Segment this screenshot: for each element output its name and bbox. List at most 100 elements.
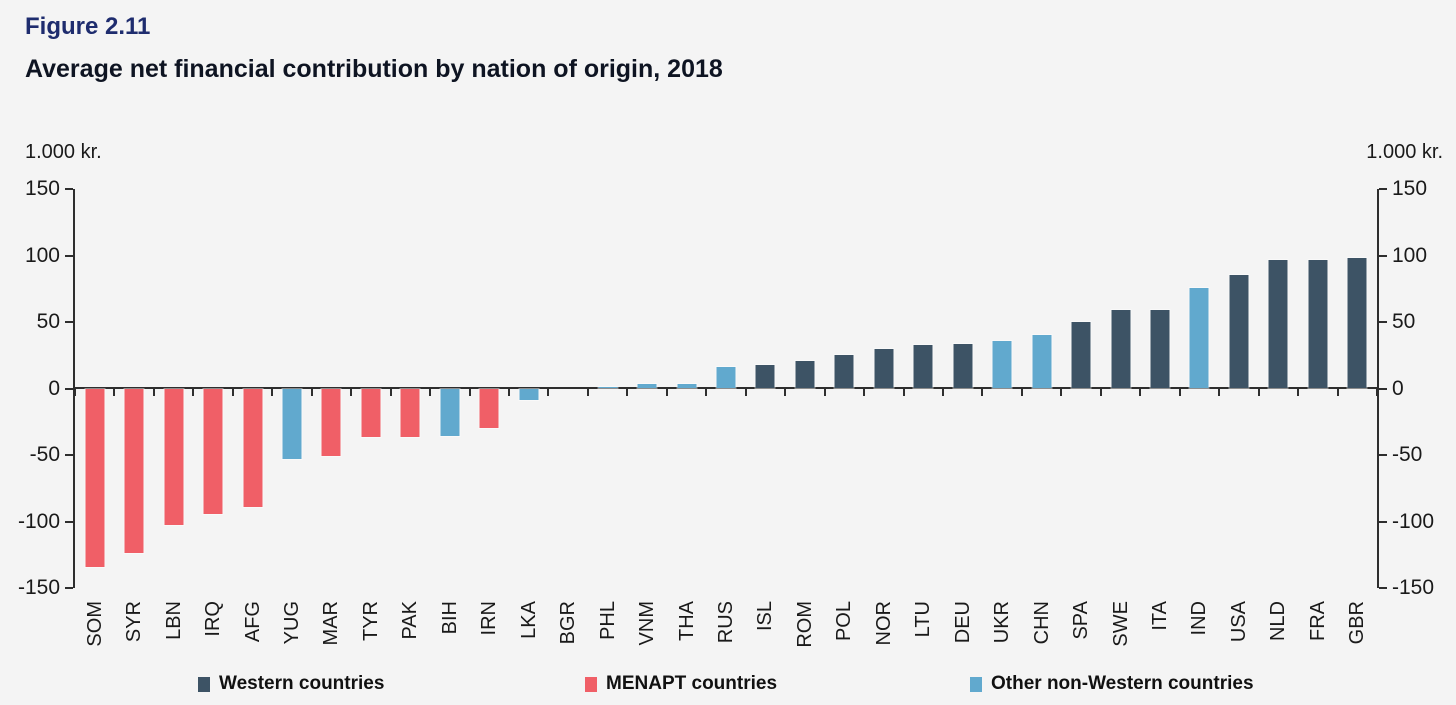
x-axis-tick — [981, 389, 984, 396]
y-axis-tick-left — [65, 454, 73, 456]
category-slot-PHL: PHL — [588, 189, 627, 640]
bar-chart-plot-area: SOM SYR LBN IRQ AFG YUG MAR TYR PAK BIH IRN LKA BGR P… — [18, 177, 1434, 648]
x-axis-tick — [1376, 389, 1378, 396]
category-slot-CHN: CHN — [1022, 189, 1061, 644]
category-slot-POL: POL — [825, 189, 864, 641]
x-axis-tick — [863, 389, 866, 396]
x-axis-tick — [744, 389, 747, 396]
y-axis-label-right-100: 100 — [1392, 243, 1428, 267]
y-axis-label-left--150: -150 — [17, 576, 60, 599]
x-axis-tick — [902, 389, 905, 396]
category-slot-YUG: YUG — [272, 189, 311, 644]
x-axis-label-ISL: ISL — [754, 601, 777, 632]
bar-IND — [1189, 288, 1209, 388]
bar-ISL — [755, 365, 775, 388]
x-axis-label-LBN: LBN — [162, 601, 185, 640]
y-axis-tick-left — [65, 387, 73, 390]
x-axis-tick — [271, 389, 274, 396]
x-axis-label-SYR: SYR — [123, 601, 146, 643]
x-axis-tick — [1336, 389, 1339, 396]
y-axis-tick-right — [1379, 254, 1387, 257]
y-axis-tick-left — [65, 321, 73, 323]
bar-PHL — [598, 386, 618, 388]
y-axis-tick-left — [65, 520, 73, 523]
bar-LTU — [913, 345, 933, 388]
y-axis-label-right--50: -50 — [1392, 443, 1423, 466]
bar-YUG — [282, 389, 302, 460]
y-axis-label-right-150: 150 — [1392, 177, 1428, 200]
y-axis-tick-left — [65, 188, 73, 190]
x-axis-tick — [1020, 389, 1023, 396]
x-axis-tick — [823, 389, 826, 396]
category-slot-FRA: FRA — [1298, 189, 1337, 641]
x-axis-label-RUS: RUS — [714, 601, 737, 644]
x-axis-tick — [429, 389, 432, 396]
x-axis-label-MAR: MAR — [320, 601, 343, 646]
legend-item-menapt: MENAPT countries — [585, 673, 777, 695]
x-axis-tick — [507, 389, 510, 396]
category-slot-USA: USA — [1219, 189, 1258, 642]
category-slot-IRQ: IRQ — [193, 189, 232, 637]
legend-label-other: Other non-Western countries — [991, 673, 1254, 694]
x-axis-tick — [192, 389, 195, 396]
x-axis-tick — [74, 389, 76, 396]
y-axis-label-left-0: 0 — [48, 376, 60, 400]
x-axis-label-IRN: IRN — [478, 601, 501, 636]
bar-SOM — [85, 389, 105, 568]
y-axis-label-right--100: -100 — [1392, 509, 1435, 533]
figure-number: Figure 2.11 — [25, 13, 151, 40]
category-slot-VNM: VNM — [627, 189, 666, 645]
category-slot-LTU: LTU — [904, 189, 943, 637]
bar-UKR — [992, 341, 1012, 388]
bar-IRN — [479, 389, 499, 428]
bar-AFG — [243, 389, 263, 508]
y-axis-tick-right — [1379, 587, 1387, 589]
category-slot-IRN: IRN — [470, 189, 509, 635]
x-axis-label-IND: IND — [1188, 601, 1211, 636]
y-axis-tick-right — [1379, 454, 1387, 456]
x-axis-label-AFG: AFG — [241, 601, 264, 643]
y-axis-tick-right — [1379, 387, 1387, 390]
bar-SPA — [1071, 321, 1091, 388]
x-axis-label-PHL: PHL — [596, 601, 619, 640]
x-axis-label-LTU: LTU — [912, 601, 935, 638]
y-axis-tick-right — [1379, 188, 1387, 190]
x-axis-label-ITA: ITA — [1148, 601, 1171, 631]
bar-RUS — [716, 366, 736, 388]
bar-MAR — [321, 389, 341, 456]
bar-ROM — [795, 361, 815, 388]
bar-NOR — [874, 349, 894, 388]
legend-swatch-western — [198, 676, 210, 692]
x-axis-tick — [1218, 389, 1221, 396]
category-slot-IND: IND — [1180, 189, 1219, 635]
category-slot-PAK: PAK — [391, 189, 430, 640]
x-axis-tick — [231, 389, 234, 396]
category-slot-ROM: ROM — [785, 189, 824, 648]
bar-IRQ — [203, 389, 223, 515]
y-axis-label-right-50: 50 — [1392, 310, 1416, 333]
x-axis-label-LKA: LKA — [517, 601, 540, 639]
y-axis-unit-right: 1.000 kr. — [1366, 141, 1443, 163]
bar-SWE — [1111, 309, 1130, 388]
x-axis-tick — [1257, 389, 1260, 396]
category-slot-MAR: MAR — [312, 189, 351, 645]
category-slot-BIH: BIH — [430, 189, 469, 634]
bar-VNM — [637, 384, 657, 388]
bar-CHN — [1032, 334, 1052, 388]
category-slot-SYR: SYR — [114, 189, 153, 642]
x-axis-tick — [1060, 389, 1063, 396]
category-slot-TYR: TYR — [351, 189, 390, 641]
x-axis-tick — [1139, 389, 1142, 396]
x-axis-tick — [1297, 389, 1300, 396]
category-slot-LBN: LBN — [154, 189, 193, 640]
x-axis-tick — [784, 389, 787, 396]
legend-swatch-menapt — [585, 676, 597, 692]
figure-title: Average net financial contribution by na… — [25, 55, 723, 83]
bar-POL — [834, 354, 854, 388]
x-axis-label-PAK: PAK — [399, 601, 422, 640]
x-axis-tick — [113, 389, 116, 396]
zero-baseline — [75, 387, 1377, 389]
bar-slots: SOM SYR LBN IRQ AFG YUG MAR TYR PAK BIH IRN LKA BGR P… — [75, 189, 1377, 648]
x-axis-label-ROM: ROM — [793, 601, 816, 648]
y-axis-label-left-150: 150 — [24, 177, 60, 200]
